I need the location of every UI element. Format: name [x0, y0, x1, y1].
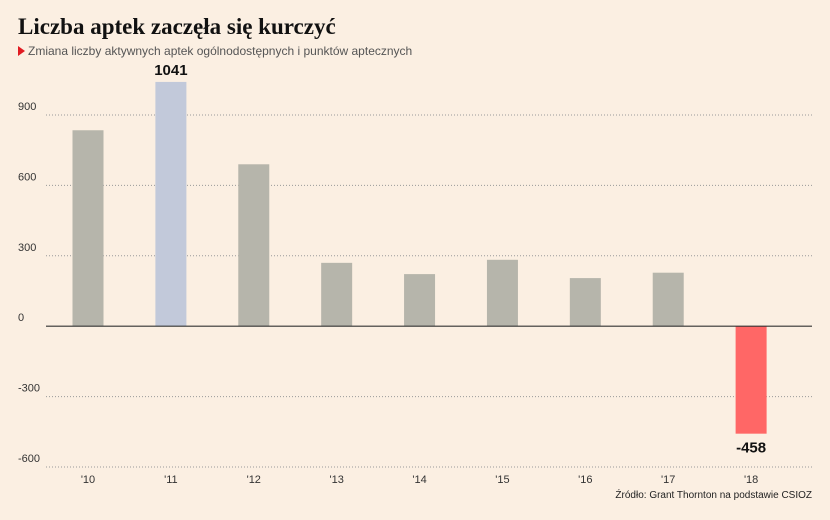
bar	[155, 81, 187, 327]
chart-subtitle-text: Zmiana liczby aktywnych aptek ogólnodost…	[28, 44, 413, 58]
x-tick-label: '11	[164, 474, 178, 486]
bar	[404, 274, 436, 327]
bar	[569, 278, 601, 327]
y-tick-label: 300	[18, 242, 36, 254]
x-tick-label: '13	[329, 474, 343, 486]
x-tick-label: '16	[578, 474, 592, 486]
bar	[72, 130, 104, 327]
bar	[238, 164, 270, 327]
x-tick-label: '10	[81, 474, 95, 486]
bar	[735, 326, 767, 434]
data-label: 1041	[154, 62, 187, 79]
y-tick-label: 600	[18, 171, 36, 183]
x-tick-label: '18	[744, 474, 758, 486]
bar	[321, 262, 353, 327]
bar	[486, 259, 518, 327]
x-tick-label: '14	[412, 474, 426, 486]
x-tick-label: '15	[495, 474, 509, 486]
y-tick-label: 900	[18, 101, 36, 113]
y-tick-label: 0	[18, 312, 24, 324]
x-tick-label: '17	[661, 474, 675, 486]
chart-subtitle: Zmiana liczby aktywnych aptek ogólnodost…	[18, 44, 412, 58]
bar	[652, 272, 684, 327]
chart-title: Liczba aptek zaczęła się kurczyć	[18, 14, 336, 39]
red-triangle-icon	[18, 46, 25, 56]
data-label: -458	[736, 440, 766, 457]
source-note: Źródło: Grant Thornton na podstawie CSIO…	[615, 490, 812, 501]
y-tick-label: -300	[18, 383, 40, 395]
y-tick-label: -600	[18, 453, 40, 465]
x-tick-label: '12	[247, 474, 261, 486]
